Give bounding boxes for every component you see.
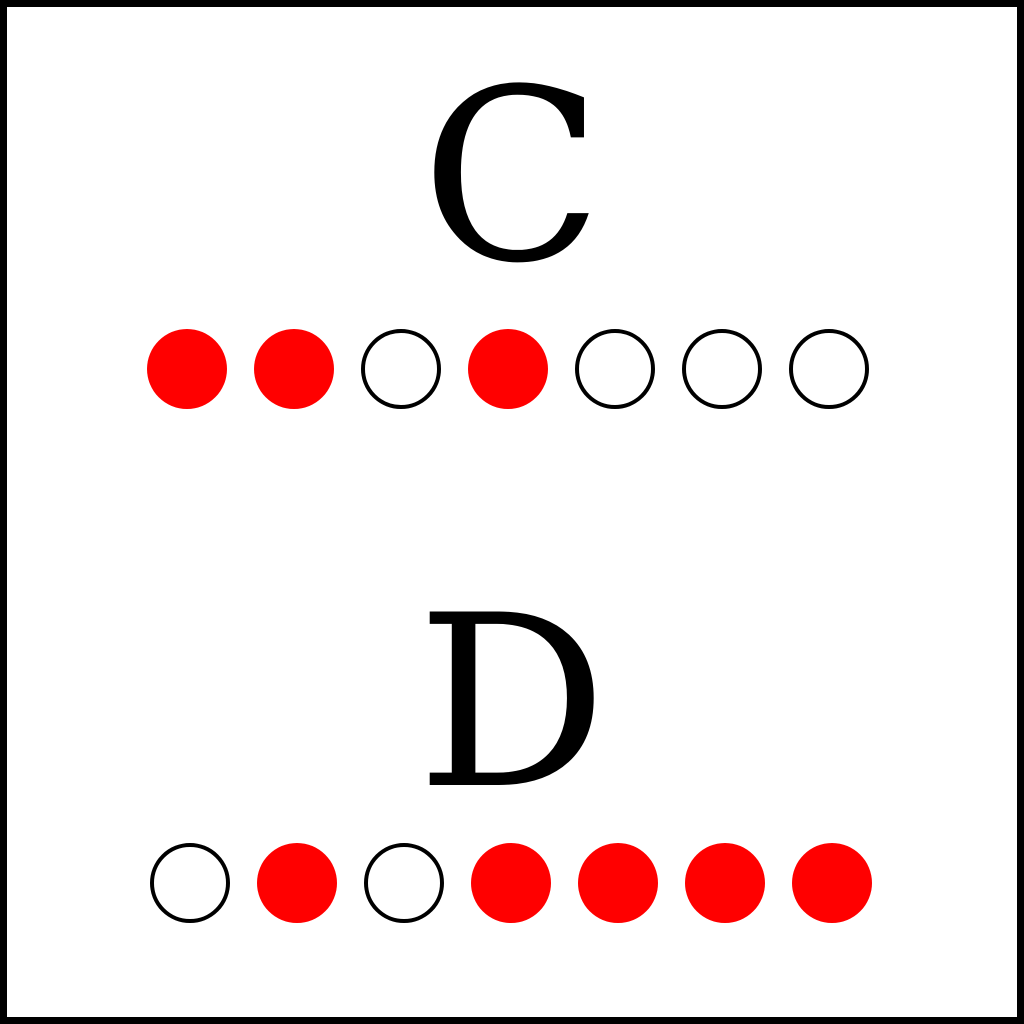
dot-c-4-filled	[468, 329, 548, 409]
dot-d-4-filled	[471, 843, 551, 923]
dot-c-7-hollow	[789, 329, 869, 409]
dot-d-7-filled	[792, 843, 872, 923]
dot-d-2-filled	[257, 843, 337, 923]
dot-d-5-filled	[578, 843, 658, 923]
letter-c-label: C	[420, 39, 604, 316]
dot-d-1-hollow	[150, 843, 230, 923]
dot-c-6-hollow	[682, 329, 762, 409]
dot-d-3-hollow	[364, 843, 444, 923]
letter-d-label: D	[416, 565, 608, 842]
dot-c-3-hollow	[361, 329, 441, 409]
dot-c-5-hollow	[575, 329, 655, 409]
dot-c-2-filled	[254, 329, 334, 409]
dot-row-d	[7, 838, 1017, 928]
dot-c-1-filled	[147, 329, 227, 409]
dot-row-c	[7, 324, 1017, 414]
dot-d-6-filled	[685, 843, 765, 923]
